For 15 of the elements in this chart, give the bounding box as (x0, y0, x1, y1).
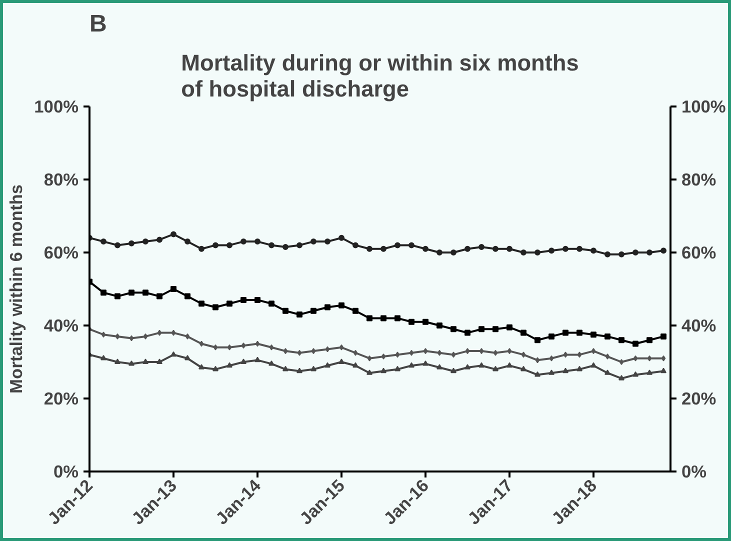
y-axis-title: Mortality within 6 months (6, 184, 26, 394)
y-tick-label: 20% (44, 388, 79, 408)
y-tick-label: 0% (53, 462, 78, 482)
text: B (90, 10, 107, 38)
y2-tick-label: 20% (682, 388, 716, 408)
y-tick-label: 80% (44, 170, 79, 190)
y-tick-label: 100% (34, 96, 79, 116)
y2-tick-label: 80% (682, 170, 716, 190)
y2-tick-label: 100% (682, 96, 726, 116)
y2-tick-label: 60% (682, 242, 716, 262)
y2-tick-label: 40% (682, 316, 716, 336)
y-tick-label: 40% (44, 316, 79, 336)
y-tick-label: 60% (44, 242, 79, 262)
y2-tick-label: 0% (682, 462, 707, 482)
chart-title: Mortality during or within six months of hospital discharge (181, 50, 579, 102)
